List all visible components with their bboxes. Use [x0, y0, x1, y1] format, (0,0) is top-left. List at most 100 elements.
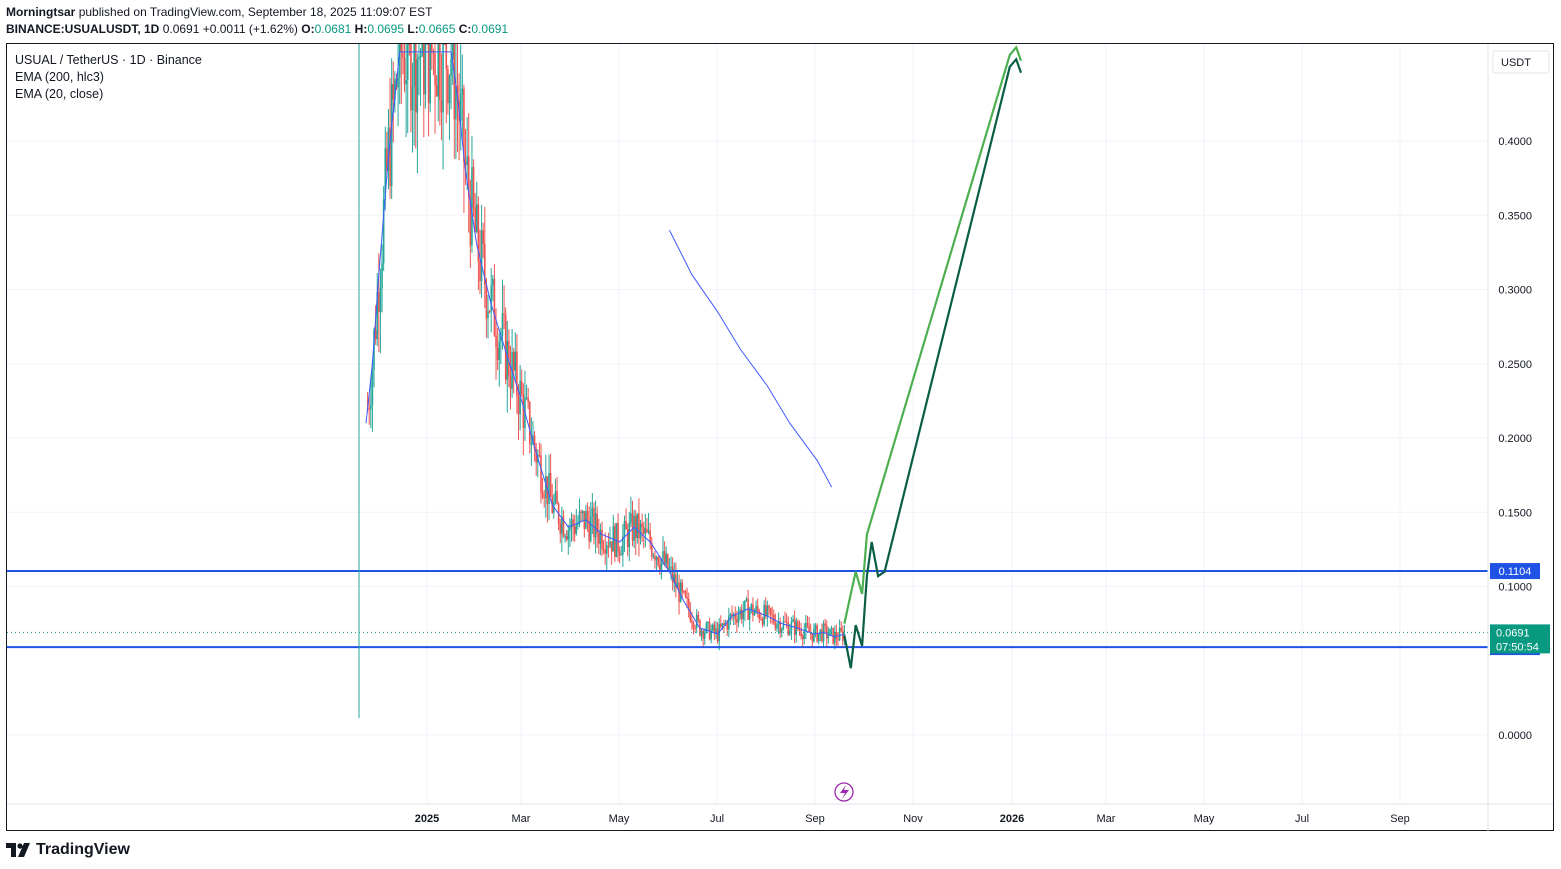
indicator-ema20[interactable]: EMA (20, close): [15, 87, 104, 101]
candle-body: [569, 527, 571, 531]
candle-body: [429, 44, 432, 104]
candle-body: [715, 628, 717, 633]
candle-body: [448, 75, 451, 104]
candle-body: [508, 341, 510, 377]
author-name[interactable]: Morningtsar: [6, 5, 76, 19]
candle-body: [663, 551, 666, 565]
candle-body: [503, 313, 505, 315]
candle-body: [615, 523, 618, 557]
ema20-line[interactable]: [365, 51, 845, 638]
candle-body: [403, 57, 406, 85]
candle-body: [439, 44, 441, 100]
candle-body: [475, 204, 478, 232]
candle-body: [578, 511, 581, 524]
candle-body: [447, 69, 449, 104]
candle-body: [687, 598, 690, 611]
candle-body: [731, 614, 733, 617]
candle-body: [597, 533, 600, 544]
tradingview-logo[interactable]: TradingView: [6, 841, 130, 859]
candle-body: [607, 545, 610, 547]
candle-body: [416, 59, 419, 113]
candle-body: [498, 341, 501, 360]
candle-body: [673, 574, 676, 583]
candle-body: [516, 351, 518, 397]
candle-body: [535, 449, 537, 463]
candle-body: [593, 508, 595, 538]
candle-body: [729, 614, 732, 616]
candle-body: [748, 610, 751, 620]
candle-body: [707, 621, 709, 624]
projection-path-dark[interactable]: [843, 57, 1023, 669]
y-tick-label: 0.2500: [1498, 359, 1532, 371]
candle-body: [421, 44, 423, 56]
currency-badge[interactable]: [1492, 50, 1550, 74]
candle-body: [617, 523, 619, 551]
x-tick-label: Sep: [805, 813, 825, 825]
candle-body: [591, 508, 594, 517]
close-label: C:: [458, 22, 472, 36]
candle-body: [467, 156, 470, 198]
candle-body: [392, 84, 395, 100]
candle-body: [570, 519, 573, 528]
chart-title[interactable]: USUAL / TetherUS · 1D · Binance: [15, 53, 202, 67]
candle-body: [488, 311, 491, 313]
candle-body: [806, 622, 809, 626]
candle-body: [654, 555, 656, 561]
candle-body: [642, 527, 645, 534]
candle-body: [801, 636, 804, 639]
event-icon[interactable]: [834, 782, 854, 802]
candle-body: [575, 525, 578, 534]
candle-body: [838, 627, 841, 641]
candle-body: [758, 611, 761, 619]
candle-body: [506, 341, 509, 380]
x-tick-label: Sep: [1390, 813, 1410, 825]
indicator-ema200[interactable]: EMA (200, hlc3): [15, 70, 104, 84]
candle-body: [697, 614, 700, 621]
ema200-line[interactable]: [668, 229, 833, 488]
symbol-label: BINANCE:USUALUSDT, 1D: [6, 22, 160, 36]
candle-body: [450, 59, 452, 76]
candle-body: [787, 622, 790, 635]
candle-body: [827, 635, 830, 639]
last-price-label: 0.0691: [1496, 627, 1530, 639]
candle-body: [665, 554, 668, 565]
candle-body: [630, 513, 632, 523]
x-tick-label: Jul: [710, 813, 724, 825]
candle-body: [485, 284, 488, 319]
candle-body: [459, 94, 462, 121]
candle-body: [426, 44, 428, 45]
candle-body: [490, 285, 493, 312]
candle-body: [753, 611, 756, 616]
candle-body: [601, 529, 603, 550]
last-price-tag: [1490, 624, 1550, 654]
candle-body: [370, 405, 372, 410]
candle-body: [504, 314, 507, 380]
candle-body: [567, 530, 570, 540]
candle-body: [520, 381, 523, 395]
candle-body: [723, 623, 725, 625]
candle-body: [445, 44, 448, 70]
candle-body: [440, 99, 443, 113]
candle-body: [609, 541, 611, 547]
candle-body: [808, 625, 810, 633]
candle-body: [402, 52, 404, 58]
candle-body: [657, 557, 659, 565]
projection-path-light[interactable]: [843, 45, 1023, 624]
candle-body: [702, 630, 704, 639]
brand-name: TradingView: [36, 841, 130, 858]
price-change: +0.0011 (+1.62%): [202, 22, 298, 36]
y-tick-label: 0.1500: [1498, 507, 1532, 519]
candle-body: [594, 513, 597, 538]
candle-body: [784, 620, 786, 622]
candle-body: [829, 628, 831, 636]
candle-body: [443, 44, 446, 45]
candle-body: [752, 604, 754, 616]
candle-body: [530, 443, 533, 445]
candle-body: [581, 511, 584, 513]
candle-body: [495, 335, 497, 348]
candle-body: [432, 52, 435, 54]
y-tick-label: 0.1000: [1498, 582, 1532, 594]
candle-body: [670, 566, 672, 568]
candle-body: [781, 628, 783, 633]
